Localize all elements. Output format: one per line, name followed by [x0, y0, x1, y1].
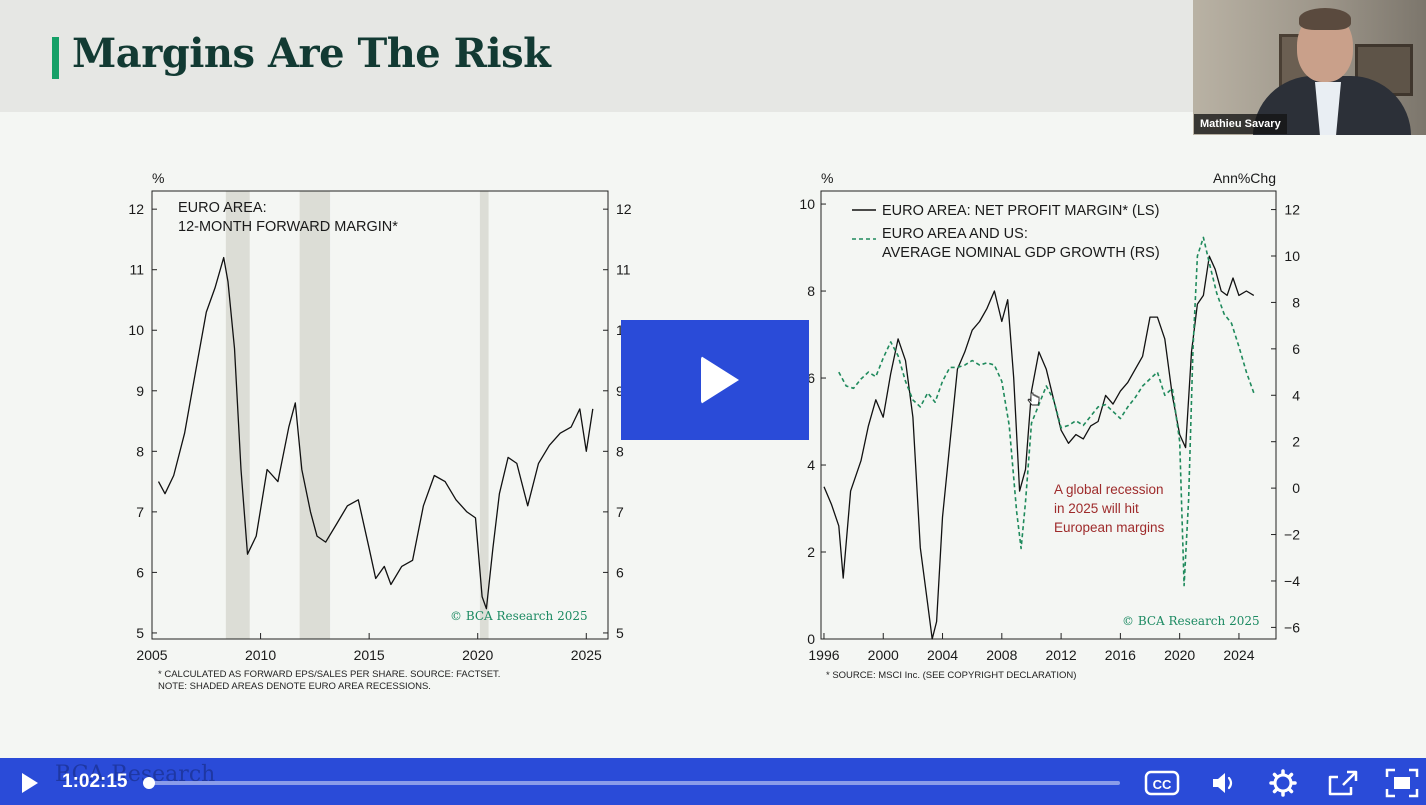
right-unit-label-right: Ann%Chg [1213, 170, 1276, 186]
x-tick-label: 1996 [808, 647, 839, 663]
left-footnote-2: NOTE: SHADED AREAS DENOTE EURO AREA RECE… [158, 681, 431, 692]
annotation-line-2: in 2025 will hit [1054, 501, 1139, 516]
left-footnote-1: * CALCULATED AS FORWARD EPS/SALES PER SH… [158, 669, 500, 680]
settings-button[interactable] [1265, 766, 1301, 800]
play-icon [22, 773, 38, 793]
x-tick-label: 2025 [571, 647, 602, 663]
right-unit-label-left: % [821, 170, 833, 186]
y-tick-label: 12 [128, 201, 144, 217]
y-tick-label-right: 6 [616, 564, 624, 580]
y-tick-label-right: 8 [616, 443, 624, 459]
y-tick-label-right: 10 [1284, 248, 1300, 264]
x-tick-label: 2005 [136, 647, 167, 663]
y-tick-label-right: 0 [1292, 480, 1300, 496]
play-icon [701, 356, 739, 404]
x-tick-label: 2024 [1223, 647, 1254, 663]
annotation-line-1: A global recession [1054, 482, 1164, 497]
x-tick-label: 2016 [1105, 647, 1136, 663]
slide-footer-brand: BCA Research [55, 762, 216, 787]
left-legend-line2: 12-MONTH FORWARD MARGIN* [178, 219, 398, 235]
progress-scrubber[interactable] [142, 777, 1120, 789]
y-tick-label: 6 [136, 564, 144, 580]
y-tick-label: 8 [136, 443, 144, 459]
y-tick-label-right: 12 [616, 201, 632, 217]
slide-header [0, 0, 1426, 112]
y-tick-label-right: −4 [1284, 573, 1300, 589]
playback-time: 1:02:15 [62, 771, 128, 792]
y-tick-label-right: 9 [616, 383, 624, 399]
y-tick-label: 0 [807, 631, 815, 647]
y-tick-label-right: −6 [1284, 619, 1300, 635]
y-tick-label: 10 [128, 322, 144, 338]
y-tick-label: 7 [136, 504, 144, 520]
y-tick-label: 11 [129, 262, 144, 278]
y-tick-label: 9 [136, 383, 144, 399]
mouse-hand-cursor-icon [1027, 392, 1040, 406]
slide-title: Margins Are The Risk [72, 30, 551, 77]
right-legend-series1: EURO AREA: NET PROFIT MARGIN* (LS) [882, 203, 1159, 219]
share-icon [1328, 770, 1358, 796]
fullscreen-icon [1385, 768, 1419, 798]
x-tick-label: 2015 [354, 647, 385, 663]
y-tick-label-right: 4 [1292, 387, 1300, 403]
y-tick-label-right: 2 [1292, 434, 1300, 450]
recession-shade [299, 191, 331, 639]
y-tick-label: 2 [807, 544, 815, 560]
y-tick-label: 4 [807, 457, 815, 473]
y-tick-label-right: 6 [1292, 341, 1300, 357]
y-tick-label-right: −2 [1284, 527, 1300, 543]
svg-text:CC: CC [1153, 777, 1172, 792]
net-profit-margin-line [823, 255, 1255, 640]
speaker-name-label: Mathieu Savary [1194, 114, 1287, 134]
y-tick-label: 5 [136, 625, 144, 641]
y-tick-label: 6 [807, 370, 815, 386]
right-plot-frame [820, 190, 1277, 640]
y-tick-label: 8 [807, 283, 815, 299]
closed-captions-icon: CC [1144, 770, 1180, 796]
x-tick-label: 2004 [927, 647, 958, 663]
y-tick-label: 10 [799, 196, 815, 212]
x-tick-label: 2008 [986, 647, 1017, 663]
nominal-gdp-growth-line [838, 236, 1255, 587]
forward-margin-line [157, 256, 594, 610]
big-play-button[interactable] [621, 320, 809, 440]
closed-captions-button[interactable]: CC [1144, 766, 1180, 800]
volume-button[interactable] [1207, 766, 1243, 800]
y-tick-label-right: 8 [1292, 294, 1300, 310]
x-tick-label: 2020 [1164, 647, 1195, 663]
right-copyright: © BCA Research 2025 [1122, 614, 1260, 628]
left-legend-line1: EURO AREA: [178, 200, 267, 216]
settings-icon [1269, 769, 1297, 797]
right-legend-series2-line2: AVERAGE NOMINAL GDP GROWTH (RS) [882, 245, 1160, 261]
y-tick-label-right: 5 [616, 625, 624, 641]
right-legend-series2-line1: EURO AREA AND US: [882, 226, 1028, 242]
y-tick-label-right: 7 [616, 504, 624, 520]
left-unit-label: % [152, 170, 164, 186]
x-tick-label: 2000 [868, 647, 899, 663]
player-control-bar [0, 758, 1426, 805]
left-plot-frame [151, 190, 609, 640]
recession-shade [479, 191, 489, 639]
left-copyright: © BCA Research 2025 [450, 609, 588, 623]
x-tick-label: 2020 [462, 647, 493, 663]
right-footnote: * SOURCE: MSCI Inc. (SEE COPYRIGHT DECLA… [826, 670, 1076, 681]
x-tick-label: 2012 [1046, 647, 1077, 663]
scrub-handle[interactable] [142, 777, 155, 789]
y-tick-label-right: 12 [1284, 202, 1300, 218]
x-tick-label: 2010 [245, 647, 276, 663]
fullscreen-button[interactable] [1384, 766, 1420, 800]
share-button[interactable] [1325, 766, 1361, 800]
play-button[interactable] [14, 770, 44, 796]
title-accent-bar [52, 37, 59, 79]
y-tick-label-right: 11 [616, 262, 631, 278]
volume-icon [1213, 773, 1233, 793]
annotation-line-3: European margins [1054, 520, 1165, 535]
